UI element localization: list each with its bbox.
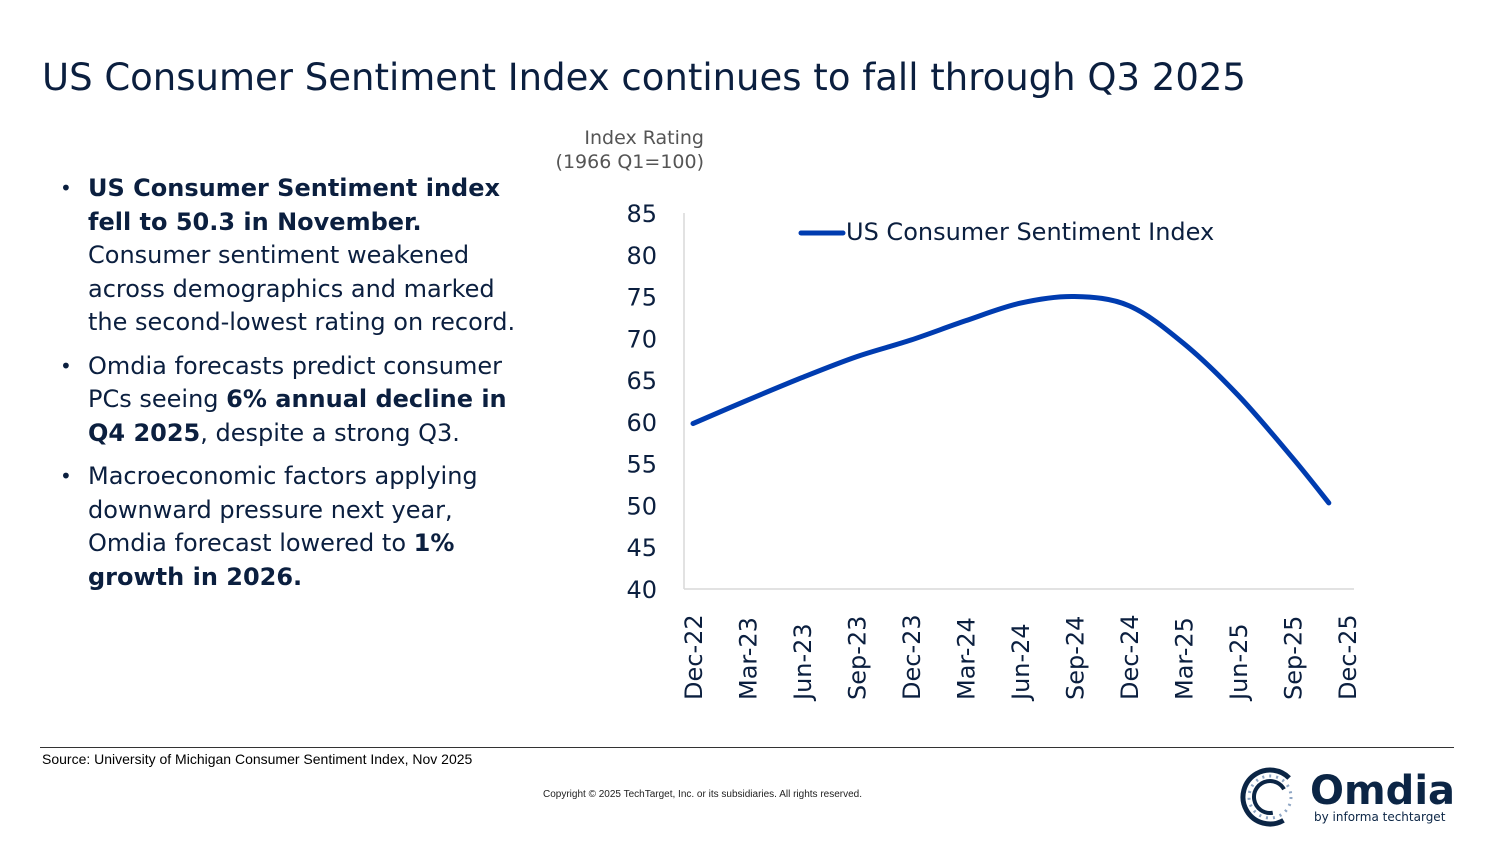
bullet-item: Macroeconomic factors applying downward … bbox=[60, 460, 520, 594]
logo-name: Omdia bbox=[1310, 768, 1455, 814]
legend-label: US Consumer Sentiment Index bbox=[846, 218, 1214, 246]
omdia-logo-mark-icon bbox=[1240, 767, 1300, 827]
bullet-text: Consumer sentiment weakened across demog… bbox=[88, 241, 516, 336]
y-tick-label: 85 bbox=[626, 200, 657, 228]
x-tick-label: Dec-25 bbox=[1334, 614, 1362, 700]
y-tick-label: 70 bbox=[626, 325, 657, 353]
bullet-emphasis: US Consumer Sentiment index fell to 50.3… bbox=[88, 174, 500, 236]
y-axis-label: Index Rating (1966 Q1=100) bbox=[540, 126, 704, 174]
bullet-text: , despite a strong Q3. bbox=[200, 418, 460, 447]
divider bbox=[40, 747, 1454, 748]
omdia-logo: Omdia by informa techtarget bbox=[1240, 767, 1455, 827]
x-tick-label: Mar-25 bbox=[1171, 617, 1199, 700]
x-tick-label: Jun-23 bbox=[789, 623, 817, 702]
y-tick-label: 60 bbox=[626, 409, 657, 437]
series-line bbox=[690, 294, 1332, 506]
y-tick-label: 75 bbox=[626, 284, 657, 312]
logo-tagline: by informa techtarget bbox=[1314, 810, 1446, 824]
page-title: US Consumer Sentiment Index continues to… bbox=[42, 56, 1246, 99]
source-note: Source: University of Michigan Consumer … bbox=[42, 751, 473, 767]
x-tick-label: Sep-25 bbox=[1280, 616, 1308, 700]
x-tick-label: Dec-23 bbox=[898, 614, 926, 700]
x-tick-label: Dec-24 bbox=[1116, 614, 1144, 700]
bullet-text: Omdia forecasts predict consumer PCs see… bbox=[88, 351, 502, 414]
y-axis-label-line: Index Rating bbox=[584, 127, 704, 149]
x-tick-label: Mar-24 bbox=[953, 617, 981, 700]
x-tick-label: Mar-23 bbox=[735, 617, 763, 700]
bullet-item: Omdia forecasts predict consumer PCs see… bbox=[60, 350, 520, 451]
y-tick-label: 40 bbox=[626, 576, 657, 604]
y-tick-label: 50 bbox=[626, 492, 657, 520]
bullet-list: US Consumer Sentiment index fell to 50.3… bbox=[60, 172, 520, 604]
y-tick-label: 55 bbox=[626, 451, 657, 479]
bullet-text: Macroeconomic factors applying downward … bbox=[88, 462, 478, 557]
y-tick-label: 65 bbox=[626, 367, 657, 395]
x-tick-label: Dec-22 bbox=[680, 614, 708, 700]
x-tick-label: Sep-23 bbox=[844, 616, 872, 700]
x-tick-label: Jun-24 bbox=[1007, 623, 1035, 702]
bullet-item: US Consumer Sentiment index fell to 50.3… bbox=[60, 172, 520, 340]
y-axis-label-line: (1966 Q1=100) bbox=[555, 151, 704, 173]
x-tick-label: Jun-25 bbox=[1225, 623, 1253, 702]
y-tick-label: 80 bbox=[626, 242, 657, 270]
x-tick-label: Sep-24 bbox=[1062, 616, 1090, 700]
bullet-emphasis: 1% growth in 2026. bbox=[88, 529, 455, 591]
bullet-emphasis: 6% annual decline in Q4 2025 bbox=[88, 385, 507, 447]
y-tick-label: 45 bbox=[626, 534, 657, 562]
copyright: Copyright © 2025 TechTarget, Inc. or its… bbox=[543, 789, 862, 800]
